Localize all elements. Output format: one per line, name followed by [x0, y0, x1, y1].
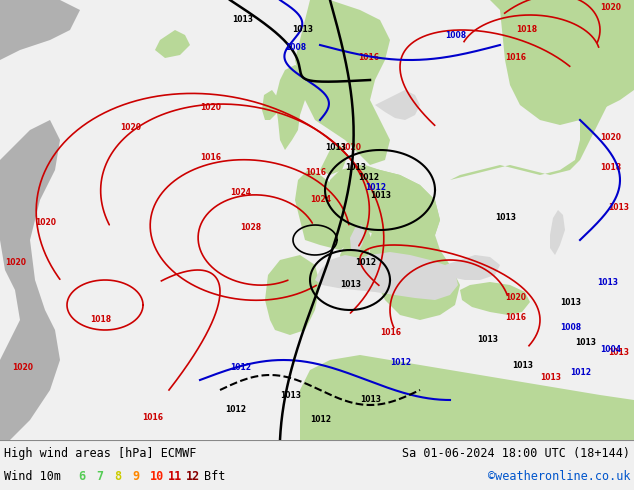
- Text: High wind areas [hPa] ECMWF: High wind areas [hPa] ECMWF: [4, 446, 197, 460]
- Text: 1016: 1016: [305, 168, 326, 177]
- Text: 1016: 1016: [505, 313, 526, 322]
- Text: 1008: 1008: [560, 323, 581, 332]
- Polygon shape: [0, 0, 80, 60]
- Text: 1013: 1013: [512, 361, 533, 370]
- Text: 7: 7: [96, 469, 103, 483]
- Text: 1016: 1016: [142, 413, 163, 422]
- Text: 1013: 1013: [345, 163, 366, 172]
- Text: Bft: Bft: [204, 469, 225, 483]
- Text: 12: 12: [186, 469, 200, 483]
- Text: 1013: 1013: [232, 15, 253, 24]
- Text: 1013: 1013: [325, 143, 346, 152]
- Polygon shape: [382, 245, 415, 310]
- Polygon shape: [460, 282, 530, 315]
- Polygon shape: [320, 145, 348, 175]
- Text: 1013: 1013: [495, 213, 516, 222]
- Text: 1012: 1012: [225, 405, 246, 414]
- Text: 1013: 1013: [597, 278, 618, 287]
- Polygon shape: [300, 355, 634, 440]
- Text: 1013: 1013: [575, 338, 596, 347]
- Text: 8: 8: [114, 469, 121, 483]
- Text: 9: 9: [132, 469, 139, 483]
- Polygon shape: [445, 255, 500, 280]
- Polygon shape: [375, 90, 420, 120]
- Text: 1013: 1013: [340, 280, 361, 289]
- Text: 1013: 1013: [280, 391, 301, 400]
- Polygon shape: [320, 375, 634, 440]
- Text: 1016: 1016: [380, 328, 401, 337]
- Text: 1020: 1020: [340, 143, 361, 152]
- Text: 1012: 1012: [355, 258, 376, 267]
- Text: 1020: 1020: [600, 133, 621, 142]
- Polygon shape: [315, 252, 458, 300]
- Text: 1012: 1012: [310, 415, 331, 424]
- Text: 1013: 1013: [477, 335, 498, 344]
- Polygon shape: [500, 0, 634, 125]
- Polygon shape: [0, 120, 60, 440]
- Text: 1013: 1013: [560, 298, 581, 307]
- Text: 1028: 1028: [240, 223, 261, 232]
- Text: Wind 10m: Wind 10m: [4, 469, 61, 483]
- Text: 1008: 1008: [445, 31, 466, 40]
- Polygon shape: [550, 210, 565, 255]
- Polygon shape: [265, 255, 320, 335]
- Text: 1013: 1013: [360, 395, 381, 404]
- Text: 1020: 1020: [200, 103, 221, 112]
- Polygon shape: [295, 170, 360, 250]
- Text: 1013: 1013: [540, 373, 561, 382]
- Polygon shape: [275, 65, 308, 150]
- Text: 1024: 1024: [310, 195, 331, 204]
- Text: 1012: 1012: [230, 363, 251, 372]
- Text: 1020: 1020: [120, 123, 141, 132]
- Text: 1016: 1016: [358, 53, 379, 62]
- Text: 6: 6: [78, 469, 85, 483]
- Text: 1018: 1018: [516, 25, 537, 34]
- Text: 1012: 1012: [390, 358, 411, 367]
- Text: 1020: 1020: [600, 3, 621, 12]
- Text: 1012: 1012: [358, 173, 379, 182]
- Text: 1013: 1013: [370, 191, 391, 200]
- Text: ©weatheronline.co.uk: ©weatheronline.co.uk: [488, 469, 630, 483]
- Text: 1024: 1024: [230, 188, 251, 197]
- Text: 1008: 1008: [296, 0, 317, 2]
- Text: 1013: 1013: [608, 203, 629, 212]
- Polygon shape: [155, 30, 190, 58]
- Polygon shape: [340, 225, 372, 270]
- Text: 1020: 1020: [12, 363, 33, 372]
- Text: 1018: 1018: [600, 163, 621, 172]
- Text: 1013: 1013: [292, 25, 313, 34]
- Text: Sa 01-06-2024 18:00 UTC (18+144): Sa 01-06-2024 18:00 UTC (18+144): [402, 446, 630, 460]
- Text: 1012: 1012: [570, 368, 591, 377]
- Text: 10: 10: [150, 469, 164, 483]
- Text: 1016: 1016: [505, 53, 526, 62]
- Text: 1020: 1020: [35, 218, 56, 227]
- Polygon shape: [365, 0, 634, 320]
- Text: 1012: 1012: [365, 183, 386, 192]
- Text: 1013: 1013: [608, 348, 629, 357]
- Polygon shape: [262, 90, 278, 120]
- Polygon shape: [295, 0, 390, 165]
- Polygon shape: [350, 225, 365, 252]
- Polygon shape: [328, 165, 440, 242]
- Text: 1018: 1018: [90, 315, 111, 324]
- Text: 1020: 1020: [5, 258, 26, 267]
- Text: 11: 11: [168, 469, 182, 483]
- Text: 1016: 1016: [200, 153, 221, 162]
- Text: 1004: 1004: [600, 345, 621, 354]
- Text: 1020: 1020: [505, 293, 526, 302]
- Text: 1008: 1008: [285, 43, 306, 52]
